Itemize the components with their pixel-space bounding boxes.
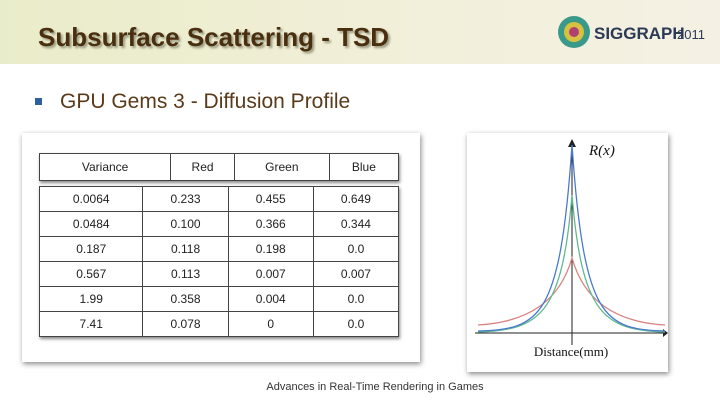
column-header: Variance	[38, 153, 172, 181]
table-row: 0.187 0.118 0.198 0.0	[38, 236, 400, 262]
table-cell: 0.0484	[38, 211, 144, 237]
table-row: 0.0484 0.100 0.366 0.344	[38, 211, 400, 237]
logo-name: SIGGRAPH	[594, 24, 685, 43]
curve-red	[477, 255, 666, 326]
y-label: R(x)	[588, 143, 615, 159]
table-cell: 0.0	[312, 311, 400, 337]
table-cell: 0.007	[312, 261, 400, 287]
table-cell: 0.344	[312, 211, 400, 237]
table-cell: 0.100	[142, 211, 229, 237]
logo: SIGGRAPH 2011	[558, 16, 705, 48]
table-header: Variance Red Green Blue	[38, 153, 400, 181]
header-band: Subsurface Scattering - TSD SIGGRAPH 201…	[0, 0, 720, 64]
table-cell: 0.233	[142, 186, 229, 212]
table-cell: 0.118	[142, 236, 229, 262]
column-header: Green	[233, 153, 330, 181]
table-row: 7.41 0.078 0 0.0	[38, 311, 400, 337]
curve-blue	[477, 144, 666, 332]
table-cell: 0.0	[312, 286, 400, 312]
table-cell: 0.649	[312, 186, 400, 212]
table-body: 0.0064 0.233 0.455 0.649 0.0484 0.100 0.366 0.3…	[38, 186, 400, 337]
table-cell: 0.567	[38, 261, 144, 287]
figure-panel: R(x) Distance(mm)	[467, 133, 668, 372]
table-cell: 0.0064	[38, 186, 144, 212]
table-cell: 7.41	[38, 311, 144, 337]
table-cell: 0.113	[142, 261, 229, 287]
table-cell: 0.007	[227, 261, 314, 287]
table-cell: 0.455	[227, 186, 314, 212]
bullet-marker	[35, 98, 42, 105]
column-header: Blue	[328, 153, 400, 181]
table-cell: 0.366	[227, 211, 314, 237]
table-row: 1.99 0.358 0.004 0.0	[38, 286, 400, 312]
figure: R(x) Distance(mm)	[475, 139, 668, 359]
logo-mark	[569, 27, 579, 37]
logo-year: 2011	[677, 27, 705, 42]
table-cell: 0.078	[142, 311, 229, 337]
bullet-text: GPU Gems 3 - Diffusion Profile	[60, 90, 351, 113]
table-cell: 0.198	[227, 236, 314, 262]
x-label: Distance(mm)	[534, 344, 608, 359]
header-row: Variance Red Green Blue	[38, 153, 400, 181]
table-cell: 0	[227, 311, 314, 337]
column-header: Red	[170, 153, 235, 181]
table-row: 0.0064 0.233 0.455 0.649	[38, 186, 400, 212]
slide-title: Subsurface Scattering - TSD	[38, 22, 390, 52]
arrow	[568, 139, 576, 147]
curve-green	[477, 194, 666, 333]
footer: Advances in Real-Time Rendering in Games	[266, 381, 484, 393]
table-row: 0.567 0.113 0.007 0.007	[38, 261, 400, 287]
table-panel: Variance Red Green Blue 0.0064 0.233 0.455 0.6…	[22, 133, 420, 362]
arrow	[663, 329, 668, 337]
table-cell: 1.99	[38, 286, 144, 312]
table-cell: 0.004	[227, 286, 314, 312]
table-cell: 0.187	[38, 236, 144, 262]
table-cell: 0.358	[142, 286, 229, 312]
table-cell: 0.0	[312, 236, 400, 262]
